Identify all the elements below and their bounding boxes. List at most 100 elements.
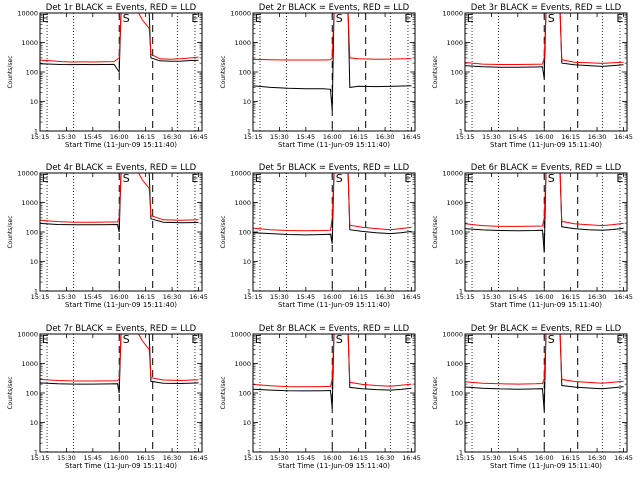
y-tick-label: 10000 bbox=[17, 330, 38, 338]
y-tick-label: 10 bbox=[30, 419, 38, 427]
x-tick-label: 16:30 bbox=[376, 293, 395, 301]
events-series-line bbox=[465, 13, 624, 79]
x-tick-label: 15:15 bbox=[456, 454, 475, 462]
x-tick-label: 16:15 bbox=[349, 293, 368, 301]
panel-7: Det 7r BLACK = Events, RED = LLD 1 10 100 10… bbox=[7, 324, 208, 470]
events-series-line bbox=[40, 13, 199, 74]
events-series-line bbox=[253, 13, 412, 111]
plot-frame bbox=[39, 172, 203, 292]
y-axis-label: Counts/sec bbox=[7, 55, 14, 88]
y-tick-label: 100 bbox=[451, 228, 463, 236]
y-tick-label: 100 bbox=[26, 228, 38, 236]
x-axis-label: Start Time (11-Jun-09 15:11:40) bbox=[490, 141, 602, 149]
x-tick-label: 16:15 bbox=[561, 133, 580, 141]
x-tick-label: 16:15 bbox=[136, 133, 155, 141]
interval-marker: E bbox=[255, 172, 262, 185]
x-tick-label: 15:30 bbox=[270, 133, 289, 141]
y-tick-label: 100 bbox=[26, 389, 38, 397]
interval-marker: S bbox=[548, 12, 555, 25]
x-tick-label: 15:30 bbox=[57, 133, 76, 141]
x-tick-label: 15:15 bbox=[456, 133, 475, 141]
x-tick-label: 16:45 bbox=[402, 454, 421, 462]
panel-3: Det 3r BLACK = Events, RED = LLD 1 10 100 10… bbox=[432, 3, 633, 149]
y-tick-label: 1 bbox=[34, 127, 38, 135]
x-tick-label: 16:00 bbox=[323, 133, 342, 141]
x-tick-label: 16:15 bbox=[136, 454, 155, 462]
y-axis-label: Counts/sec bbox=[220, 376, 227, 409]
y-tick-label: 1000 bbox=[21, 39, 38, 47]
y-tick-label: 100 bbox=[239, 68, 251, 76]
interval-marker: S bbox=[123, 333, 130, 346]
lld-series-line bbox=[253, 13, 412, 61]
y-axis-label: Counts/sec bbox=[432, 215, 439, 248]
x-tick-label: 16:00 bbox=[110, 293, 129, 301]
x-tick-label: 16:45 bbox=[614, 133, 633, 141]
interval-marker: E bbox=[467, 172, 474, 185]
lld-series-line bbox=[40, 13, 199, 63]
x-tick-label: 16:00 bbox=[323, 454, 342, 462]
x-tick-label: 16:45 bbox=[402, 293, 421, 301]
x-axis-label: Start Time (11-Jun-09 15:11:40) bbox=[490, 462, 602, 470]
y-tick-label: 1 bbox=[459, 448, 463, 456]
y-tick-label: 1000 bbox=[234, 360, 251, 368]
x-tick-label: 16:45 bbox=[189, 293, 208, 301]
y-axis-label: Counts/sec bbox=[220, 55, 227, 88]
y-tick-label: 1000 bbox=[446, 199, 463, 207]
x-tick-label: 15:45 bbox=[508, 133, 527, 141]
x-tick-label: 16:15 bbox=[136, 293, 155, 301]
y-axis-label: Counts/sec bbox=[220, 215, 227, 248]
y-tick-label: 1000 bbox=[234, 39, 251, 47]
x-tick-label: 15:30 bbox=[482, 454, 501, 462]
y-tick-label: 10 bbox=[30, 258, 38, 266]
lld-series-line bbox=[40, 334, 199, 382]
x-tick-label: 15:30 bbox=[270, 454, 289, 462]
interval-marker: E bbox=[467, 12, 474, 25]
y-tick-label: 10000 bbox=[230, 9, 251, 17]
x-tick-label: 15:45 bbox=[296, 454, 315, 462]
y-tick-label: 100 bbox=[239, 228, 251, 236]
panel-9: Det 9r BLACK = Events, RED = LLD 1 10 100 10… bbox=[432, 324, 633, 470]
x-tick-label: 15:45 bbox=[83, 454, 102, 462]
panel-title: Det 5r BLACK = Events, RED = LLD bbox=[259, 163, 410, 173]
x-axis-label: Start Time (11-Jun-09 15:11:40) bbox=[278, 141, 390, 149]
panel-6: Det 6r BLACK = Events, RED = LLD 1 10 100 10… bbox=[432, 163, 633, 309]
y-tick-label: 10 bbox=[243, 98, 251, 106]
y-tick-label: 1 bbox=[247, 287, 251, 295]
x-axis-label: Start Time (11-Jun-09 15:11:40) bbox=[278, 301, 390, 309]
events-series-line bbox=[40, 334, 199, 394]
lld-series-line bbox=[465, 334, 624, 385]
interval-marker: E bbox=[191, 12, 198, 25]
x-tick-label: 15:30 bbox=[57, 293, 76, 301]
y-tick-label: 10 bbox=[455, 258, 463, 266]
y-tick-label: 10 bbox=[30, 98, 38, 106]
y-tick-label: 10000 bbox=[442, 330, 463, 338]
x-tick-label: 16:30 bbox=[588, 293, 607, 301]
x-tick-label: 16:30 bbox=[376, 454, 395, 462]
y-axis-label: Counts/sec bbox=[7, 215, 14, 248]
panel-title: Det 4r BLACK = Events, RED = LLD bbox=[46, 163, 197, 173]
lld-series-line bbox=[465, 13, 624, 65]
events-series-line bbox=[253, 173, 412, 244]
interval-marker: S bbox=[336, 172, 343, 185]
x-tick-label: 16:15 bbox=[561, 454, 580, 462]
panel-8: Det 8r BLACK = Events, RED = LLD 1 10 100 10… bbox=[220, 324, 421, 470]
panel-1: Det 1r BLACK = Events, RED = LLD 1 10 100 10… bbox=[7, 3, 208, 149]
interval-marker: S bbox=[123, 172, 130, 185]
x-tick-label: 15:45 bbox=[508, 454, 527, 462]
panel-title: Det 1r BLACK = Events, RED = LLD bbox=[46, 3, 197, 13]
y-tick-label: 1000 bbox=[446, 39, 463, 47]
x-tick-label: 15:45 bbox=[83, 133, 102, 141]
interval-marker: E bbox=[404, 172, 411, 185]
interval-marker: E bbox=[42, 333, 49, 346]
x-tick-label: 16:30 bbox=[588, 454, 607, 462]
interval-marker: S bbox=[336, 333, 343, 346]
lld-series-line bbox=[253, 173, 412, 232]
x-tick-label: 15:15 bbox=[244, 293, 263, 301]
x-tick-label: 16:30 bbox=[163, 133, 182, 141]
interval-marker: S bbox=[548, 333, 555, 346]
x-tick-label: 15:15 bbox=[31, 454, 50, 462]
x-tick-label: 15:45 bbox=[296, 133, 315, 141]
interval-marker: E bbox=[616, 12, 623, 25]
x-tick-label: 16:00 bbox=[535, 293, 554, 301]
